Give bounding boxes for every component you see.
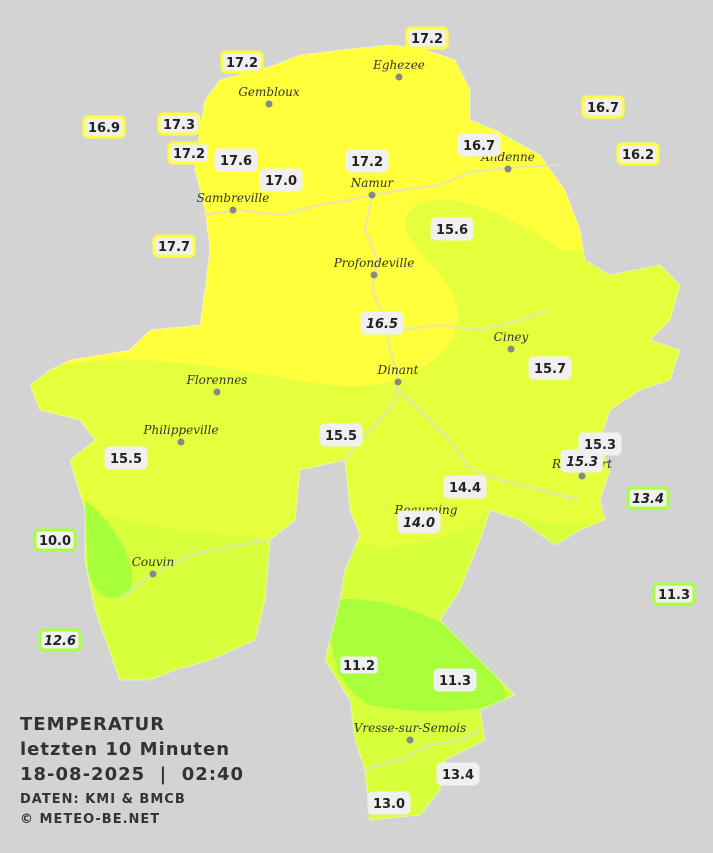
station-box bbox=[652, 582, 696, 606]
station-value: 17.2 bbox=[173, 147, 205, 162]
title-line: 18-08-2025 | 02:40 bbox=[20, 764, 244, 785]
station-box bbox=[319, 423, 363, 447]
station-value: 17.0 bbox=[265, 174, 297, 189]
station-box bbox=[157, 112, 201, 136]
station-box bbox=[430, 217, 474, 241]
station-value: 16.7 bbox=[463, 139, 495, 154]
copyright: © METEO-BE.NET bbox=[20, 812, 160, 827]
station-box bbox=[152, 234, 196, 258]
station-value: 17.3 bbox=[163, 118, 195, 133]
station-box bbox=[220, 50, 264, 74]
city-label: Eghezee bbox=[372, 58, 425, 72]
station-value: 11.3 bbox=[658, 588, 690, 603]
station-box bbox=[82, 115, 126, 139]
station-value: 17.7 bbox=[158, 240, 190, 255]
station-value: 11.2 bbox=[343, 659, 375, 674]
station-value: 15.5 bbox=[325, 429, 357, 444]
city-dot bbox=[504, 165, 512, 173]
city-label: Namur bbox=[350, 176, 395, 190]
city-dot bbox=[229, 206, 237, 214]
station-value: 15.5 bbox=[110, 452, 142, 467]
city-label: Sambreville bbox=[197, 191, 270, 205]
station-box bbox=[259, 168, 303, 192]
station-box bbox=[581, 95, 625, 119]
city-dot bbox=[394, 378, 402, 386]
station-value: 13.0 bbox=[373, 797, 405, 812]
station-box bbox=[405, 26, 449, 50]
city-label: Florennes bbox=[186, 373, 248, 387]
station-value: 17.2 bbox=[411, 32, 443, 47]
station-box bbox=[360, 311, 404, 335]
station-value: 17.2 bbox=[351, 155, 383, 170]
city-layer: EghezeeGemblouxAndenneNamurSambrevillePr… bbox=[132, 58, 612, 744]
station-layer: 17.2 17.2 16.9 17.3 17.2 17.6 17.0 17.2 16.7 16.7… bbox=[33, 26, 696, 815]
station-box bbox=[626, 486, 670, 510]
city-label: Dinant bbox=[377, 363, 419, 377]
title-line: letzten 10 Minuten bbox=[20, 739, 230, 760]
station-value: 17.2 bbox=[226, 56, 258, 71]
city-dot bbox=[507, 345, 515, 353]
station-box bbox=[167, 141, 211, 165]
station-value: 15.3 bbox=[584, 438, 616, 453]
station-value: 10.0 bbox=[39, 534, 71, 549]
station-value: 17.6 bbox=[220, 154, 252, 169]
station-value: 11.3 bbox=[439, 674, 471, 689]
station-box bbox=[397, 510, 441, 534]
station-value: 13.4 bbox=[632, 492, 664, 507]
station-box bbox=[38, 628, 82, 652]
station-value: 15.6 bbox=[436, 223, 468, 238]
source: DATEN: KMI & BMCB bbox=[20, 792, 186, 807]
station-value: 16.7 bbox=[587, 101, 619, 116]
station-value: 14.4 bbox=[449, 481, 481, 496]
city-label: Vresse-sur-Semois bbox=[354, 721, 467, 735]
city-dot bbox=[265, 100, 273, 108]
city-dot bbox=[395, 73, 403, 81]
station-box bbox=[214, 148, 258, 172]
station-box bbox=[345, 149, 389, 173]
station-value: 15.3 bbox=[566, 455, 598, 470]
station-value: 12.6 bbox=[44, 634, 76, 649]
station-box bbox=[457, 133, 501, 157]
city-dot bbox=[578, 472, 586, 480]
station-value: 16.2 bbox=[622, 148, 654, 163]
city-label: Philippeville bbox=[142, 423, 218, 437]
station-box bbox=[436, 762, 480, 786]
station-box bbox=[433, 668, 477, 692]
station-value: 16.5 bbox=[366, 317, 398, 332]
station-value: 16.9 bbox=[88, 121, 120, 136]
station-box bbox=[104, 446, 148, 470]
city-dot bbox=[368, 191, 376, 199]
station-box bbox=[560, 449, 604, 473]
station-value: 13.4 bbox=[442, 768, 474, 783]
city-dot bbox=[406, 736, 414, 744]
city-dot bbox=[149, 570, 157, 578]
station-box bbox=[337, 653, 381, 677]
station-value: 15.7 bbox=[534, 362, 566, 377]
station-box bbox=[367, 791, 411, 815]
city-dot bbox=[370, 271, 378, 279]
city-label: Ciney bbox=[494, 330, 529, 344]
station-value: 14.0 bbox=[403, 516, 435, 531]
zone-cold bbox=[85, 500, 132, 599]
station-box bbox=[33, 528, 77, 552]
title-line: TEMPERATUR bbox=[20, 714, 165, 735]
station-box bbox=[528, 356, 572, 380]
city-label: Couvin bbox=[132, 555, 174, 569]
station-box bbox=[616, 142, 660, 166]
station-box bbox=[443, 475, 487, 499]
city-label: Profondeville bbox=[333, 256, 415, 270]
city-dot bbox=[177, 438, 185, 446]
city-label: Gembloux bbox=[238, 85, 300, 99]
city-dot bbox=[213, 388, 221, 396]
